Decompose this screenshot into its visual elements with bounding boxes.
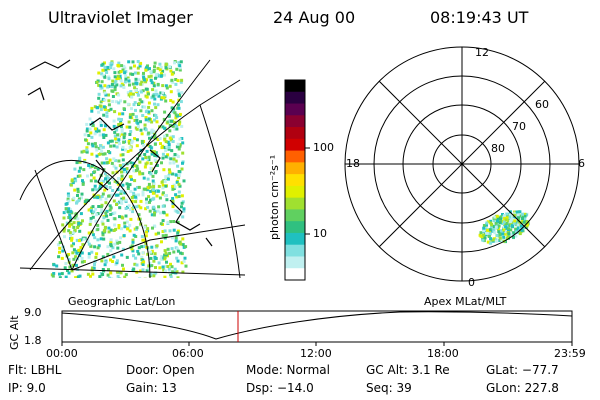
polar-aurora-emission	[478, 210, 530, 245]
grid-line	[29, 79, 241, 271]
altitude-xtick: 12:00	[300, 347, 332, 360]
grid-line	[199, 104, 241, 278]
glon-readout: GLon: 227.8	[486, 381, 559, 395]
altitude-curve	[61, 311, 573, 340]
observation-date: 24 Aug 00	[273, 8, 356, 27]
mlat-label-60: 60	[535, 98, 549, 111]
polar-diagonal	[378, 80, 546, 248]
mlt-label-0: 0	[468, 276, 475, 289]
coastlines	[27, 59, 213, 247]
altitude-plot-frame	[61, 310, 573, 343]
polar-plot	[344, 46, 580, 282]
geo-aurora-emission	[50, 60, 188, 278]
gain-readout: Gain: 13	[126, 381, 177, 395]
seq-readout: Seq: 39	[366, 381, 412, 395]
altitude-xtick: 23:59	[554, 347, 586, 360]
colorbar-tick-100: 100	[313, 141, 334, 154]
grid-line	[71, 224, 245, 271]
colorbar-units: photon cm⁻²s⁻¹	[268, 154, 281, 240]
observation-time: 08:19:43 UT	[430, 8, 529, 27]
altitude-xtick: 18:00	[427, 347, 459, 360]
grid-line	[71, 59, 211, 271]
instrument-title: Ultraviolet Imager	[48, 8, 193, 27]
mlat-label-80: 80	[491, 142, 505, 155]
door-readout: Door: Open	[126, 363, 195, 377]
mlt-label-18: 18	[346, 157, 360, 170]
mlat-label-70: 70	[512, 120, 526, 133]
filter-readout: Flt: LBHL	[8, 363, 62, 377]
mlt-label-12: 12	[475, 46, 489, 59]
ip-readout: IP: 9.0	[8, 381, 46, 395]
grid-line	[19, 159, 151, 278]
altitude-xtick: 06:00	[172, 347, 204, 360]
gc-alt-readout: GC Alt: 3.1 Re	[366, 363, 450, 377]
geographic-map	[19, 59, 245, 278]
altitude-plot	[61, 310, 573, 346]
dsp-readout: Dsp: −14.0	[246, 381, 314, 395]
mlt-label-6: 6	[578, 157, 585, 170]
altitude-ylabel: GC Alt	[8, 315, 21, 350]
altitude-ytick-max: 9.0	[24, 306, 42, 319]
grid-line	[19, 267, 245, 276]
colorbar	[284, 79, 310, 281]
colorbar-tick-10: 10	[313, 227, 327, 240]
grid-line	[34, 169, 73, 271]
polar-map-caption: Apex MLat/MLT	[424, 295, 507, 308]
altitude-ytick-min: 1.8	[24, 334, 42, 347]
geo-map-caption: Geographic Lat/Lon	[68, 295, 176, 308]
altitude-xtick: 00:00	[46, 347, 78, 360]
glat-readout: GLat: −77.7	[486, 363, 559, 377]
mode-readout: Mode: Normal	[246, 363, 330, 377]
